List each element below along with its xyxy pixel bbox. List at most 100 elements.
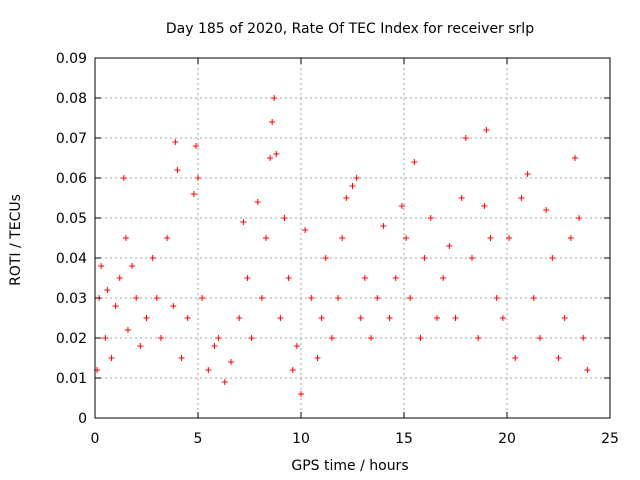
y-tick-label: 0.02: [56, 331, 87, 347]
data-point: [178, 355, 185, 361]
data-point: [108, 355, 115, 361]
x-tick-label: 15: [395, 431, 413, 447]
data-point: [164, 235, 171, 241]
data-point: [335, 295, 342, 301]
data-point: [122, 235, 129, 241]
data-point: [289, 367, 296, 373]
data-point: [433, 315, 440, 321]
data-point: [258, 295, 265, 301]
data-point: [506, 235, 513, 241]
data-point: [269, 119, 276, 125]
data-point: [462, 135, 469, 141]
y-tick-label: 0.03: [56, 291, 87, 307]
data-point: [440, 275, 447, 281]
data-point: [339, 235, 346, 241]
data-point: [571, 155, 578, 161]
data-point: [322, 255, 329, 261]
data-point: [349, 183, 356, 189]
data-point: [240, 219, 247, 225]
data-point: [302, 227, 309, 233]
data-point: [124, 327, 131, 333]
data-point: [137, 343, 144, 349]
data-point: [576, 215, 583, 221]
x-tick-label: 5: [194, 431, 203, 447]
data-point: [285, 275, 292, 281]
grid-lines: [95, 58, 610, 418]
data-point: [102, 335, 109, 341]
x-tick-label: 10: [292, 431, 310, 447]
data-point: [421, 255, 428, 261]
data-point: [293, 343, 300, 349]
data-point: [481, 203, 488, 209]
data-point: [403, 235, 410, 241]
data-point: [129, 263, 136, 269]
data-point: [368, 335, 375, 341]
data-point: [112, 303, 119, 309]
data-point: [318, 315, 325, 321]
data-point: [512, 355, 519, 361]
data-point: [536, 335, 543, 341]
data-point: [116, 275, 123, 281]
data-point: [195, 175, 201, 181]
data-point: [227, 359, 234, 365]
data-point: [104, 287, 111, 293]
data-point: [298, 391, 304, 397]
data-point: [271, 95, 278, 101]
x-axis-label: GPS time / hours: [291, 458, 408, 474]
data-point: [380, 223, 387, 229]
y-tick-label: 0.04: [56, 251, 87, 267]
data-point: [392, 275, 399, 281]
data-point: [374, 295, 381, 301]
data-point: [493, 295, 500, 301]
data-point: [361, 275, 368, 281]
data-point: [133, 295, 140, 301]
data-point: [417, 335, 424, 341]
data-point: [549, 255, 556, 261]
data-points: [94, 95, 591, 397]
data-point: [407, 295, 414, 301]
y-tick-label: 0.05: [56, 211, 87, 227]
data-point: [273, 151, 280, 157]
data-point: [267, 155, 274, 161]
data-point: [205, 367, 212, 373]
data-point: [567, 235, 574, 241]
chart-title: Day 185 of 2020, Rate Of TEC Index for r…: [166, 21, 534, 37]
data-point: [427, 215, 434, 221]
data-point: [221, 379, 228, 385]
plot-frame: [94, 57, 611, 419]
y-tick-label: 0.08: [56, 91, 87, 107]
data-point: [157, 335, 164, 341]
data-point: [458, 195, 465, 201]
y-tick-label: 0.07: [56, 131, 87, 147]
data-point: [254, 199, 261, 205]
data-point: [398, 203, 405, 209]
data-point: [149, 255, 156, 261]
data-point: [328, 335, 335, 341]
data-point: [411, 159, 418, 165]
data-point: [184, 315, 191, 321]
data-point: [580, 335, 587, 341]
data-point: [153, 295, 160, 301]
data-point: [244, 275, 251, 281]
data-point: [143, 315, 150, 321]
data-point: [487, 235, 494, 241]
data-point: [561, 315, 568, 321]
data-point: [499, 315, 506, 321]
data-point: [174, 167, 181, 173]
data-point: [98, 263, 105, 269]
x-tick-label: 25: [601, 431, 619, 447]
y-axis-label: ROTI / TECUs: [8, 194, 24, 286]
axes: 0 0.01 0.02 0.03 0.04 0.05 0.06 0.07 0.08 0.09 0 5 1…: [56, 51, 619, 447]
data-point: [236, 315, 243, 321]
data-point: [357, 315, 364, 321]
data-point: [555, 355, 562, 361]
x-tick-label: 20: [498, 431, 516, 447]
data-point: [277, 315, 284, 321]
data-point: [120, 175, 127, 181]
data-point: [343, 195, 350, 201]
data-point: [446, 243, 453, 249]
data-point: [353, 175, 360, 181]
data-point: [281, 215, 288, 221]
data-point: [172, 139, 179, 145]
